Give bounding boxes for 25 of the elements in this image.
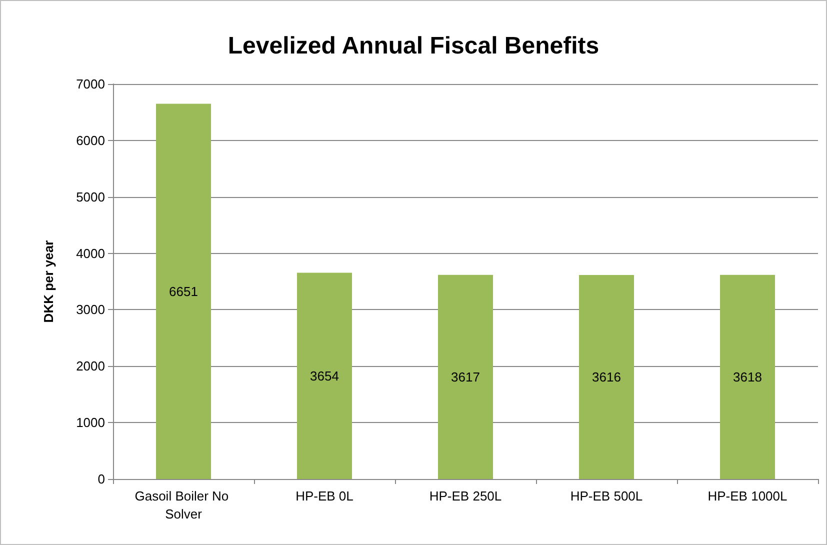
bar xyxy=(438,274,493,479)
data-label: 3654 xyxy=(310,368,339,384)
y-tick-label: 2000 xyxy=(76,358,105,374)
y-tick-label: 0 xyxy=(98,472,105,486)
x-tick-label: HP-EB 0L xyxy=(296,488,354,504)
x-tick-label: HP-EB 1000L xyxy=(708,488,788,504)
bar xyxy=(297,272,352,479)
bar xyxy=(156,104,211,479)
y-tick-label: 3000 xyxy=(76,302,105,318)
y-tick-label: 5000 xyxy=(76,189,105,204)
x-tick-label: HP-EB 500L xyxy=(570,488,643,504)
data-label: 3617 xyxy=(451,369,480,384)
x-tick-label: HP-EB 250L xyxy=(429,488,502,504)
x-tick-label: Gasoil Boiler No Solver xyxy=(134,488,232,522)
y-axis-title: DKK per year xyxy=(41,240,56,323)
data-label: 3618 xyxy=(733,369,762,384)
y-tick-label: 4000 xyxy=(76,246,105,261)
data-label: 3616 xyxy=(592,369,621,384)
y-tick-label: 6000 xyxy=(76,132,105,148)
bar xyxy=(720,274,775,479)
y-tick-label: 7000 xyxy=(76,76,105,92)
chart-title: Levelized Annual Fiscal Benefits xyxy=(228,32,600,60)
bar xyxy=(579,274,634,479)
data-label: 6651 xyxy=(169,284,198,299)
y-tick-label: 1000 xyxy=(76,415,105,430)
